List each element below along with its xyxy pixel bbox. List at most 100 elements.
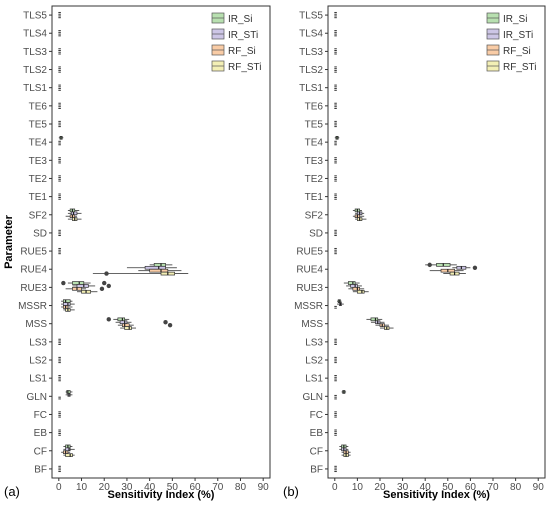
x-tick-label: 90 — [258, 482, 270, 493]
outlier-point — [61, 280, 66, 286]
legend-label: RF_STi — [503, 62, 537, 73]
x-axis-title: Sensitivity Index (%) — [383, 489, 490, 501]
outlier-point — [163, 320, 168, 325]
x-tick-label: 60 — [190, 482, 202, 493]
y-tick-label: GLN — [302, 392, 323, 403]
y-tick-label: RUE3 — [20, 283, 47, 294]
y-tick-label: FC — [34, 410, 47, 421]
y-tick-label: TLS4 — [299, 29, 323, 40]
y-tick-label: LS3 — [29, 337, 47, 348]
box — [122, 323, 130, 327]
box — [124, 326, 132, 330]
y-tick-label: TE5 — [29, 120, 48, 131]
y-tick-label: TE1 — [29, 192, 48, 203]
y-tick-label: TLS2 — [23, 65, 47, 76]
box — [352, 287, 360, 291]
y-tick-label: BF — [34, 464, 47, 475]
y-tick-label: TE2 — [29, 174, 48, 185]
legend-label: RF_STi — [228, 62, 262, 73]
x-tick-label: 30 — [397, 482, 409, 493]
y-tick-label: LS1 — [29, 374, 47, 385]
plot-frame — [51, 5, 271, 479]
outlier-point — [167, 322, 173, 328]
box — [65, 453, 73, 457]
x-tick-label: 40 — [144, 482, 156, 493]
y-tick-label: MSSR — [18, 301, 47, 312]
y-tick-label: RUE3 — [296, 283, 323, 294]
y-tick-label: RUE5 — [20, 247, 47, 258]
legend-label: IR_Si — [503, 14, 527, 25]
x-tick-label: 70 — [212, 482, 224, 493]
panel-b: TLS5 TLS4 TLS3 TLS2 TLS1 TE6 TE5 TE4 TE3 TE2 TE1 SF… — [283, 5, 546, 501]
x-tick-label: 20 — [99, 482, 111, 493]
y-tick-label: TLS4 — [23, 29, 47, 40]
panel-a: TLS5 TLS4 TLS3 TLS2 TLS1 TE6 TE5 TE4 TE3 TE2 TE1 SF… — [3, 5, 271, 501]
x-tick-label: 90 — [533, 482, 545, 493]
y-tick-label: TLS1 — [299, 83, 323, 94]
plot-frame — [327, 5, 546, 479]
outlier-point — [104, 271, 109, 276]
y-tick-label: MSS — [301, 319, 323, 330]
x-tick-label: 30 — [121, 482, 133, 493]
y-tick-label: TLS1 — [23, 83, 47, 94]
y-tick-label: TE1 — [305, 192, 324, 203]
box — [347, 281, 356, 285]
box — [350, 284, 358, 288]
x-axis-title: Sensitivity Index (%) — [108, 489, 215, 501]
y-tick-label: BF — [310, 464, 323, 475]
y-tick-label: RUE5 — [296, 247, 323, 258]
y-tick-label: EB — [34, 428, 48, 439]
y-tick-label: CF — [34, 446, 47, 457]
y-tick-label: SF2 — [29, 210, 48, 221]
legend-label: IR_Si — [228, 14, 252, 25]
x-tick-label: 80 — [235, 482, 247, 493]
box — [357, 289, 365, 294]
y-tick-label: TLS5 — [23, 11, 47, 22]
y-axis-title: Parameter — [3, 214, 15, 269]
y-tick-label: TLS3 — [23, 47, 47, 58]
y-tick-label: TE3 — [305, 156, 324, 167]
y-tick-label: TLS2 — [299, 65, 323, 76]
outlier-point — [102, 280, 107, 286]
panel-label: (b) — [283, 484, 299, 499]
y-tick-label: LS2 — [29, 356, 47, 367]
box — [72, 281, 85, 285]
outlier-point — [106, 317, 111, 322]
y-tick-label: TE4 — [305, 138, 324, 149]
box — [370, 317, 379, 322]
y-tick-label: SD — [33, 228, 47, 239]
x-tick-label: 0 — [332, 482, 338, 493]
x-tick-label: 70 — [487, 482, 499, 493]
x-tick-label: 40 — [420, 482, 432, 493]
y-tick-label: TE2 — [305, 174, 324, 185]
legend-label: RF_Si — [228, 46, 256, 57]
y-tick-label: LS2 — [305, 356, 323, 367]
legend-label: RF_Si — [503, 46, 531, 57]
x-tick-label: 20 — [374, 482, 386, 493]
y-tick-label: TE6 — [29, 101, 48, 112]
box — [76, 284, 89, 288]
y-tick-label: LS3 — [305, 337, 323, 348]
x-tick-label: 80 — [510, 482, 522, 493]
y-tick-label: TLS3 — [299, 47, 323, 58]
x-tick-label: 50 — [442, 482, 454, 493]
y-tick-label: TLS5 — [299, 11, 323, 22]
y-tick-label: RUE4 — [20, 265, 47, 276]
y-tick-label: LS1 — [305, 374, 323, 385]
y-tick-label: FC — [310, 410, 323, 421]
y-tick-label: MSS — [25, 319, 47, 330]
box — [153, 263, 166, 267]
outlier-point — [427, 262, 432, 268]
legend-label: IR_STi — [503, 30, 533, 41]
y-tick-label: RUE4 — [296, 265, 323, 276]
y-tick-label: GLN — [26, 392, 47, 403]
panel-label: (a) — [4, 484, 20, 499]
x-tick-label: 0 — [56, 482, 62, 493]
y-tick-label: TE3 — [29, 156, 48, 167]
box — [144, 265, 166, 270]
box — [119, 320, 128, 325]
x-tick-label: 10 — [352, 482, 364, 493]
y-tick-label: SD — [309, 228, 323, 239]
outlier-point — [106, 283, 111, 289]
box — [149, 268, 169, 273]
